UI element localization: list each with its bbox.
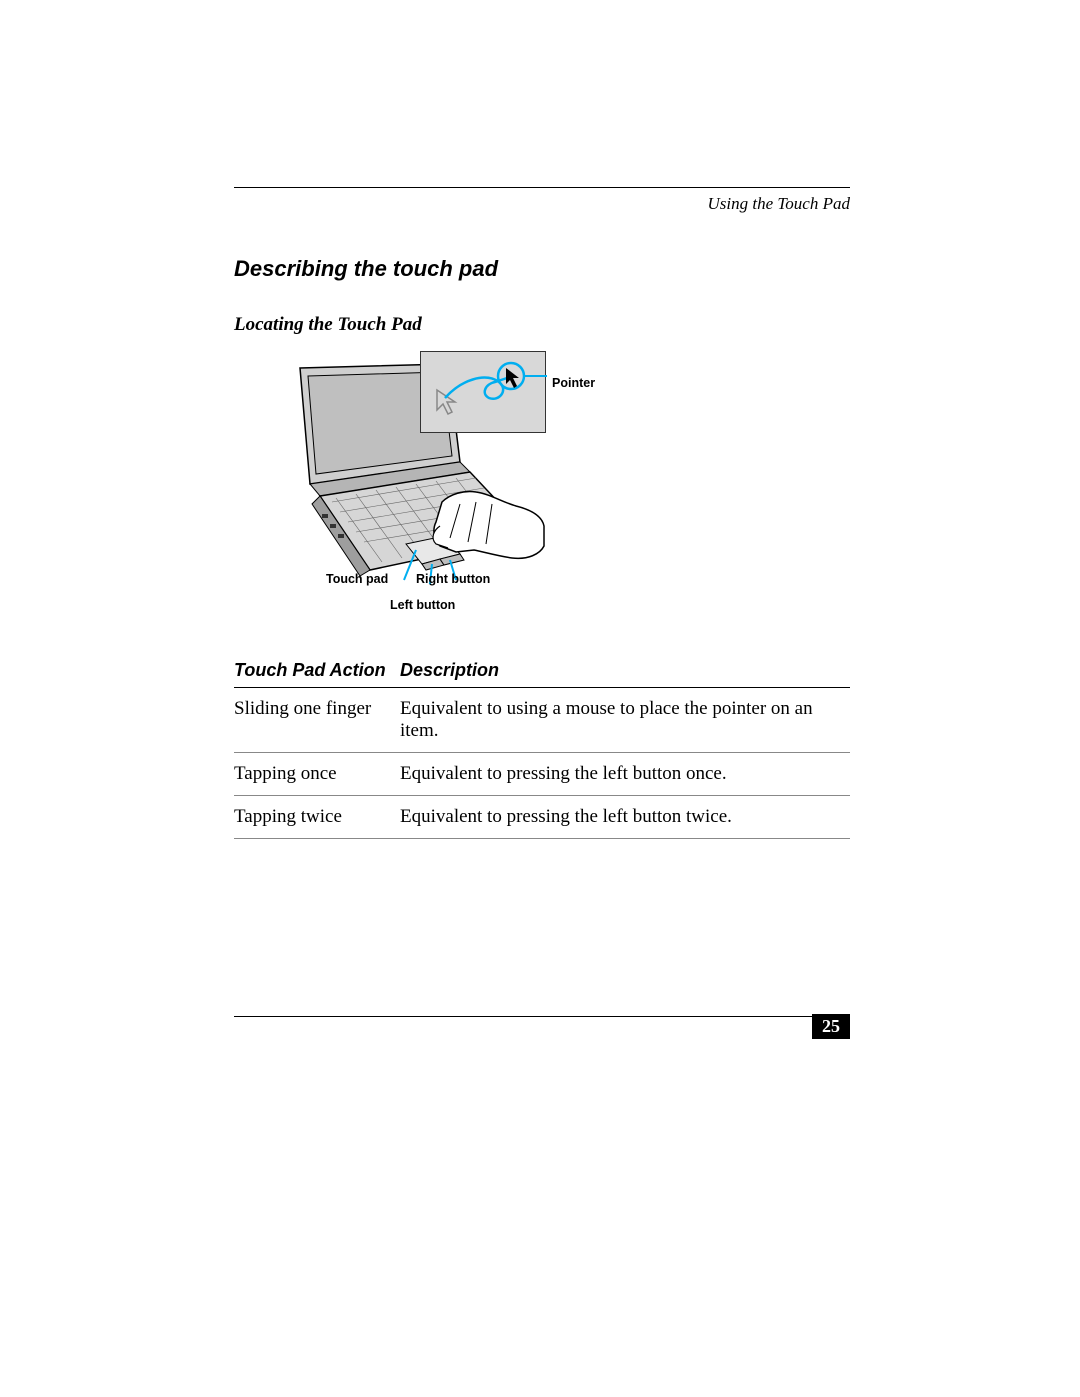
table-row: Tapping twice Equivalent to pressing the…: [234, 796, 850, 839]
label-pointer: Pointer: [552, 376, 595, 390]
table-header-row: Touch Pad Action Description: [234, 654, 850, 688]
table-cell-action: Tapping once: [234, 763, 400, 785]
top-rule: [234, 187, 850, 188]
touchpad-actions-table: Touch Pad Action Description Sliding one…: [234, 654, 850, 839]
table-row: Sliding one finger Equivalent to using a…: [234, 688, 850, 753]
table-header-action: Touch Pad Action: [234, 660, 400, 681]
label-right-button: Right button: [416, 572, 490, 586]
figure-laptop-touchpad: Pointer Touch pad Right button Left butt…: [234, 354, 850, 634]
footer-rule: [234, 1016, 850, 1017]
table-cell-description: Equivalent to pressing the left button t…: [400, 806, 850, 828]
table-cell-action: Sliding one finger: [234, 698, 400, 742]
table-cell-action: Tapping twice: [234, 806, 400, 828]
label-touchpad: Touch pad: [326, 572, 388, 586]
page-number: 25: [812, 1014, 850, 1039]
section-subheading: Locating the Touch Pad: [234, 314, 850, 336]
page-footer: 25: [234, 1016, 850, 1017]
label-left-button: Left button: [390, 598, 455, 612]
cursor-start-icon: [437, 390, 455, 414]
table-cell-description: Equivalent to pressing the left button o…: [400, 763, 850, 785]
pointer-inset-svg: [421, 352, 547, 434]
table-header-description: Description: [400, 660, 850, 681]
breadcrumb: Using the Touch Pad: [234, 194, 850, 214]
pointer-inset: [420, 351, 546, 433]
table-cell-description: Equivalent to using a mouse to place the…: [400, 698, 850, 742]
cursor-end-icon: [506, 368, 519, 388]
page-content: Using the Touch Pad Describing the touch…: [234, 187, 850, 839]
hand-illustration: [433, 491, 544, 558]
page-title: Describing the touch pad: [234, 256, 850, 282]
table-row: Tapping once Equivalent to pressing the …: [234, 753, 850, 796]
